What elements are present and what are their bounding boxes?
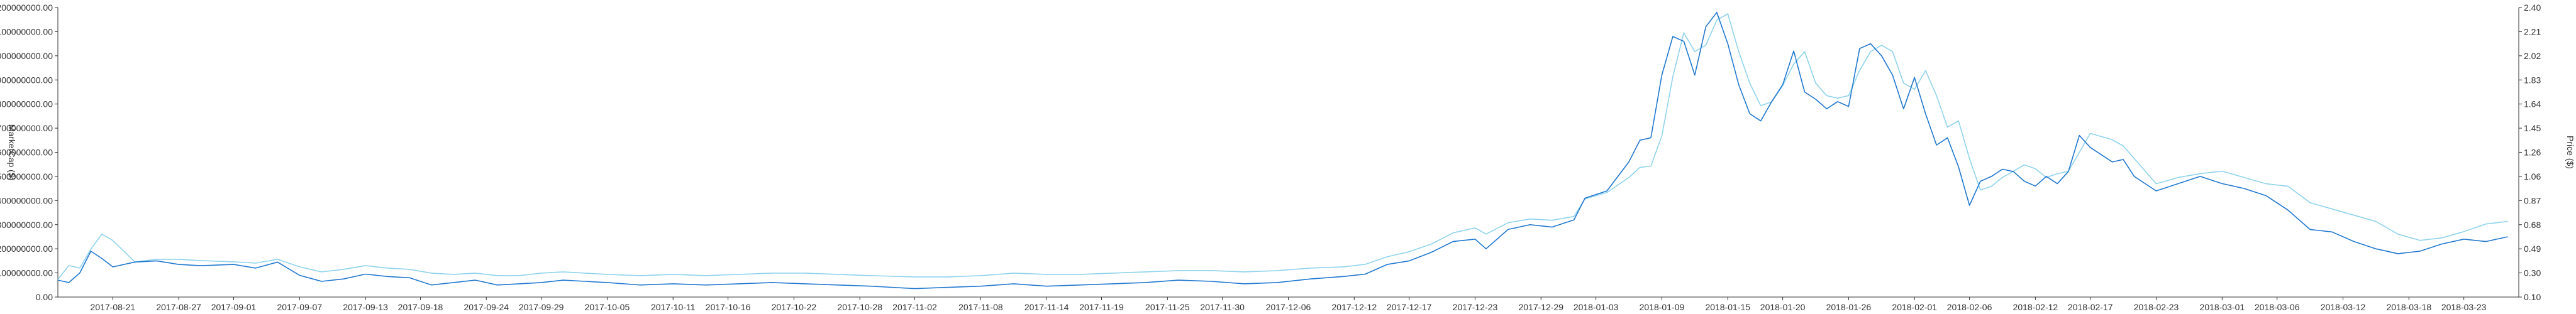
right-tick-label: 0.49 xyxy=(2524,244,2541,254)
x-tick-label: 2017-10-22 xyxy=(772,302,817,312)
price-line xyxy=(57,13,2508,280)
x-tick-label: 2018-02-12 xyxy=(2013,302,2058,312)
x-tick-label: 2017-08-21 xyxy=(91,302,136,312)
x-tick-label: 2017-12-29 xyxy=(1518,302,1563,312)
x-tick-label: 2018-03-23 xyxy=(2441,302,2487,312)
left-tick-label: 700000000.00 xyxy=(0,123,53,133)
x-tick-label: 2017-11-02 xyxy=(892,302,937,312)
left-axis-title: MarketCap ($) xyxy=(7,124,17,180)
x-tick-label: 2017-10-16 xyxy=(706,302,751,312)
left-tick-label: 400000000.00 xyxy=(0,195,53,205)
x-tick-label: 2017-09-24 xyxy=(464,302,509,312)
right-axis-title: Price ($) xyxy=(2565,136,2575,169)
x-tick-label: 2018-01-15 xyxy=(1705,302,1750,312)
x-tick-label: 2017-10-05 xyxy=(585,302,630,312)
x-tick-label: 2017-12-06 xyxy=(1266,302,1311,312)
x-tick-label: 2017-12-23 xyxy=(1453,302,1498,312)
x-tick-label: 2017-12-17 xyxy=(1387,302,1432,312)
x-tick-label: 2017-10-28 xyxy=(837,302,882,312)
left-tick-label: 200000000.00 xyxy=(0,244,53,254)
x-tick-label: 2017-09-18 xyxy=(398,302,443,312)
x-tick-label: 2018-01-26 xyxy=(1826,302,1872,312)
left-tick-label: 1200000000.00 xyxy=(0,3,53,13)
x-tick-label: 2018-03-12 xyxy=(2321,302,2366,312)
x-tick-label: 2017-11-30 xyxy=(1200,302,1245,312)
x-tick-label: 2018-01-03 xyxy=(1574,302,1619,312)
marketcap-line xyxy=(57,11,2508,290)
left-axis-ticks: 0.00 100000000.00 200000000.00 300000000.00… xyxy=(0,3,58,302)
x-tick-label: 2018-03-18 xyxy=(2387,302,2432,312)
x-axis-ticks: 2017-08-21 2017-08-27 2017-09-01 2017-09-07… xyxy=(91,297,2487,312)
right-tick-label: 0.10 xyxy=(2524,292,2541,302)
right-tick-label: 0.30 xyxy=(2524,268,2541,278)
left-tick-label: 1100000000.00 xyxy=(0,26,53,36)
x-tick-label: 2017-09-07 xyxy=(277,302,323,312)
x-tick-label: 2018-02-01 xyxy=(1892,302,1937,312)
right-tick-label: 1.26 xyxy=(2524,148,2541,158)
right-tick-label: 1.83 xyxy=(2524,75,2541,85)
right-tick-label: 2.02 xyxy=(2524,51,2541,61)
x-tick-label: 2018-01-20 xyxy=(1760,302,1806,312)
series-layer xyxy=(57,11,2508,290)
left-tick-label: 900000000.00 xyxy=(0,75,53,85)
x-tick-label: 2017-12-12 xyxy=(1332,302,1377,312)
right-tick-label: 0.68 xyxy=(2524,220,2541,230)
left-tick-label: 600000000.00 xyxy=(0,148,53,158)
x-tick-label: 2017-09-01 xyxy=(211,302,257,312)
right-tick-label: 2.21 xyxy=(2524,26,2541,36)
axes-layer xyxy=(57,8,2519,298)
left-tick-label: 100000000.00 xyxy=(0,268,53,278)
x-tick-label: 2018-02-17 xyxy=(2068,302,2113,312)
x-tick-label: 2018-03-01 xyxy=(2200,302,2245,312)
x-tick-label: 2017-09-13 xyxy=(343,302,388,312)
x-tick-label: 2018-02-23 xyxy=(2134,302,2179,312)
x-tick-label: 2018-01-09 xyxy=(1640,302,1685,312)
right-axis-ticks: 0.10 0.30 0.49 0.68 0.87 1.06 1.26 1.45 1.64 1.83… xyxy=(2519,3,2541,302)
right-tick-label: 1.64 xyxy=(2524,99,2541,109)
left-tick-label: 0.00 xyxy=(36,292,53,302)
x-tick-label: 2017-08-27 xyxy=(156,302,201,312)
x-tick-label: 2017-11-25 xyxy=(1145,302,1190,312)
left-tick-label: 500000000.00 xyxy=(0,171,53,181)
right-tick-label: 1.06 xyxy=(2524,171,2541,181)
x-tick-label: 2017-10-11 xyxy=(651,302,696,312)
x-tick-label: 2017-09-29 xyxy=(519,302,564,312)
right-tick-label: 1.45 xyxy=(2524,123,2541,133)
right-tick-label: 0.87 xyxy=(2524,195,2541,205)
x-tick-label: 2018-02-06 xyxy=(1947,302,1992,312)
left-tick-label: 800000000.00 xyxy=(0,99,53,109)
x-tick-label: 2017-11-19 xyxy=(1079,302,1124,312)
x-tick-label: 2017-11-14 xyxy=(1024,302,1069,312)
x-tick-label: 2018-03-06 xyxy=(2255,302,2300,312)
x-tick-label: 2017-11-08 xyxy=(958,302,1003,312)
right-tick-label: 2.40 xyxy=(2524,3,2541,13)
left-tick-label: 1000000000.00 xyxy=(0,51,53,61)
left-tick-label: 300000000.00 xyxy=(0,220,53,230)
